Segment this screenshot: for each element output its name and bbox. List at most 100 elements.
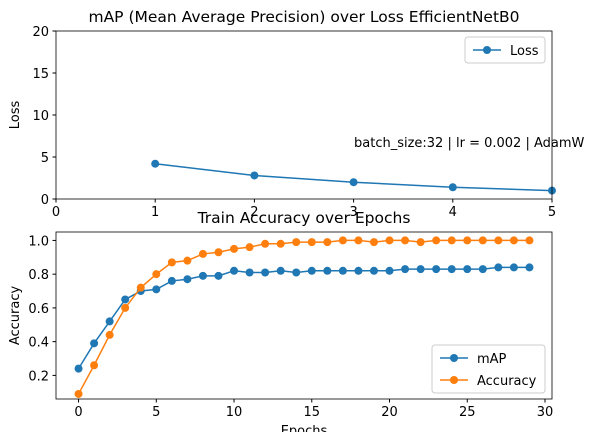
data-point: [307, 238, 316, 247]
data-point: [214, 271, 223, 280]
y-tick-label: 1.0: [28, 234, 49, 249]
data-point: [494, 263, 503, 272]
data-point: [349, 178, 358, 187]
legend-label: mAP: [477, 352, 507, 367]
data-point: [354, 266, 363, 275]
data-point: [307, 266, 316, 275]
y-tick-label: 10: [32, 109, 49, 124]
data-point: [509, 263, 518, 272]
x-tick-label: 5: [548, 205, 556, 220]
data-point: [292, 268, 301, 277]
data-point: [198, 271, 207, 280]
x-tick-label: 25: [459, 405, 476, 420]
legend-label: Loss: [510, 44, 539, 59]
data-point: [416, 238, 425, 247]
x-tick-label: 3: [349, 205, 357, 220]
x-tick-label: 1: [151, 205, 159, 220]
data-point: [276, 266, 285, 275]
data-point: [448, 183, 457, 192]
legend-marker: [450, 354, 458, 362]
data-point: [214, 248, 223, 257]
data-point: [136, 283, 145, 292]
data-point: [432, 265, 441, 274]
data-point: [90, 339, 99, 348]
plot-frame: [55, 231, 553, 400]
annotation: batch_size:32 | lr = 0.002 | AdamW: [354, 136, 584, 151]
data-point: [276, 239, 285, 248]
data-point: [230, 244, 239, 253]
data-point: [245, 243, 254, 252]
y-tick-label: 20: [32, 25, 49, 40]
data-point: [401, 265, 410, 274]
data-point: [183, 256, 192, 265]
y-tick-label: 0.2: [28, 369, 49, 384]
data-point: [354, 236, 363, 245]
data-point: [74, 364, 83, 373]
x-tick-label: 2: [250, 205, 258, 220]
x-axis-label: Epochs: [281, 424, 328, 432]
y-tick-label: 15: [32, 67, 49, 82]
y-tick-label: 5: [41, 151, 49, 166]
data-point: [463, 265, 472, 274]
data-point: [447, 265, 456, 274]
data-point: [525, 263, 534, 272]
data-point: [385, 236, 394, 245]
data-point: [478, 265, 487, 274]
chart-title: mAP (Mean Average Precision) over Loss E…: [88, 8, 519, 26]
data-point: [323, 238, 332, 247]
y-tick-label: 0.8: [28, 268, 49, 283]
data-point: [401, 236, 410, 245]
legend-marker: [450, 376, 458, 384]
data-point: [494, 236, 503, 245]
data-point: [183, 275, 192, 284]
data-point: [369, 266, 378, 275]
data-point: [432, 236, 441, 245]
legend-box: [464, 36, 546, 64]
data-point: [250, 171, 259, 180]
data-point: [261, 239, 270, 248]
data-point: [292, 238, 301, 247]
y-tick-label: 0.4: [28, 336, 49, 351]
y-axis-label: Accuracy: [8, 286, 23, 346]
legend-label: Accuracy: [477, 374, 537, 389]
data-point: [416, 265, 425, 274]
legend-box: [431, 344, 546, 394]
data-point: [245, 268, 254, 277]
data-point: [385, 266, 394, 275]
data-point: [230, 266, 239, 275]
data-point: [369, 238, 378, 247]
legend-marker: [483, 46, 491, 54]
data-point: [105, 330, 114, 339]
data-point: [447, 236, 456, 245]
data-point: [338, 266, 347, 275]
x-tick-label: 20: [381, 405, 398, 420]
data-point: [198, 249, 207, 258]
y-axis-label: Loss: [8, 101, 23, 130]
data-point: [509, 236, 518, 245]
plot-frame: [55, 30, 553, 200]
data-point: [167, 276, 176, 285]
x-tick-label: 15: [304, 405, 321, 420]
data-point: [90, 361, 99, 370]
x-tick-label: 5: [152, 405, 160, 420]
data-point: [121, 295, 130, 304]
data-point: [261, 268, 270, 277]
x-tick-label: 10: [226, 405, 243, 420]
data-point: [338, 236, 347, 245]
data-point: [151, 159, 160, 168]
data-point: [121, 303, 130, 312]
x-tick-label: 0: [74, 405, 82, 420]
data-point: [74, 389, 83, 398]
data-point: [152, 285, 161, 294]
data-point: [105, 317, 114, 326]
x-tick-label: 4: [449, 205, 457, 220]
data-point: [463, 236, 472, 245]
data-point: [525, 236, 534, 245]
data-point: [478, 236, 487, 245]
chart-title: Train Accuracy over Epochs: [197, 209, 411, 227]
data-point: [323, 266, 332, 275]
y-tick-label: 0: [41, 193, 49, 208]
data-point: [167, 258, 176, 267]
x-tick-label: 0: [52, 205, 60, 220]
